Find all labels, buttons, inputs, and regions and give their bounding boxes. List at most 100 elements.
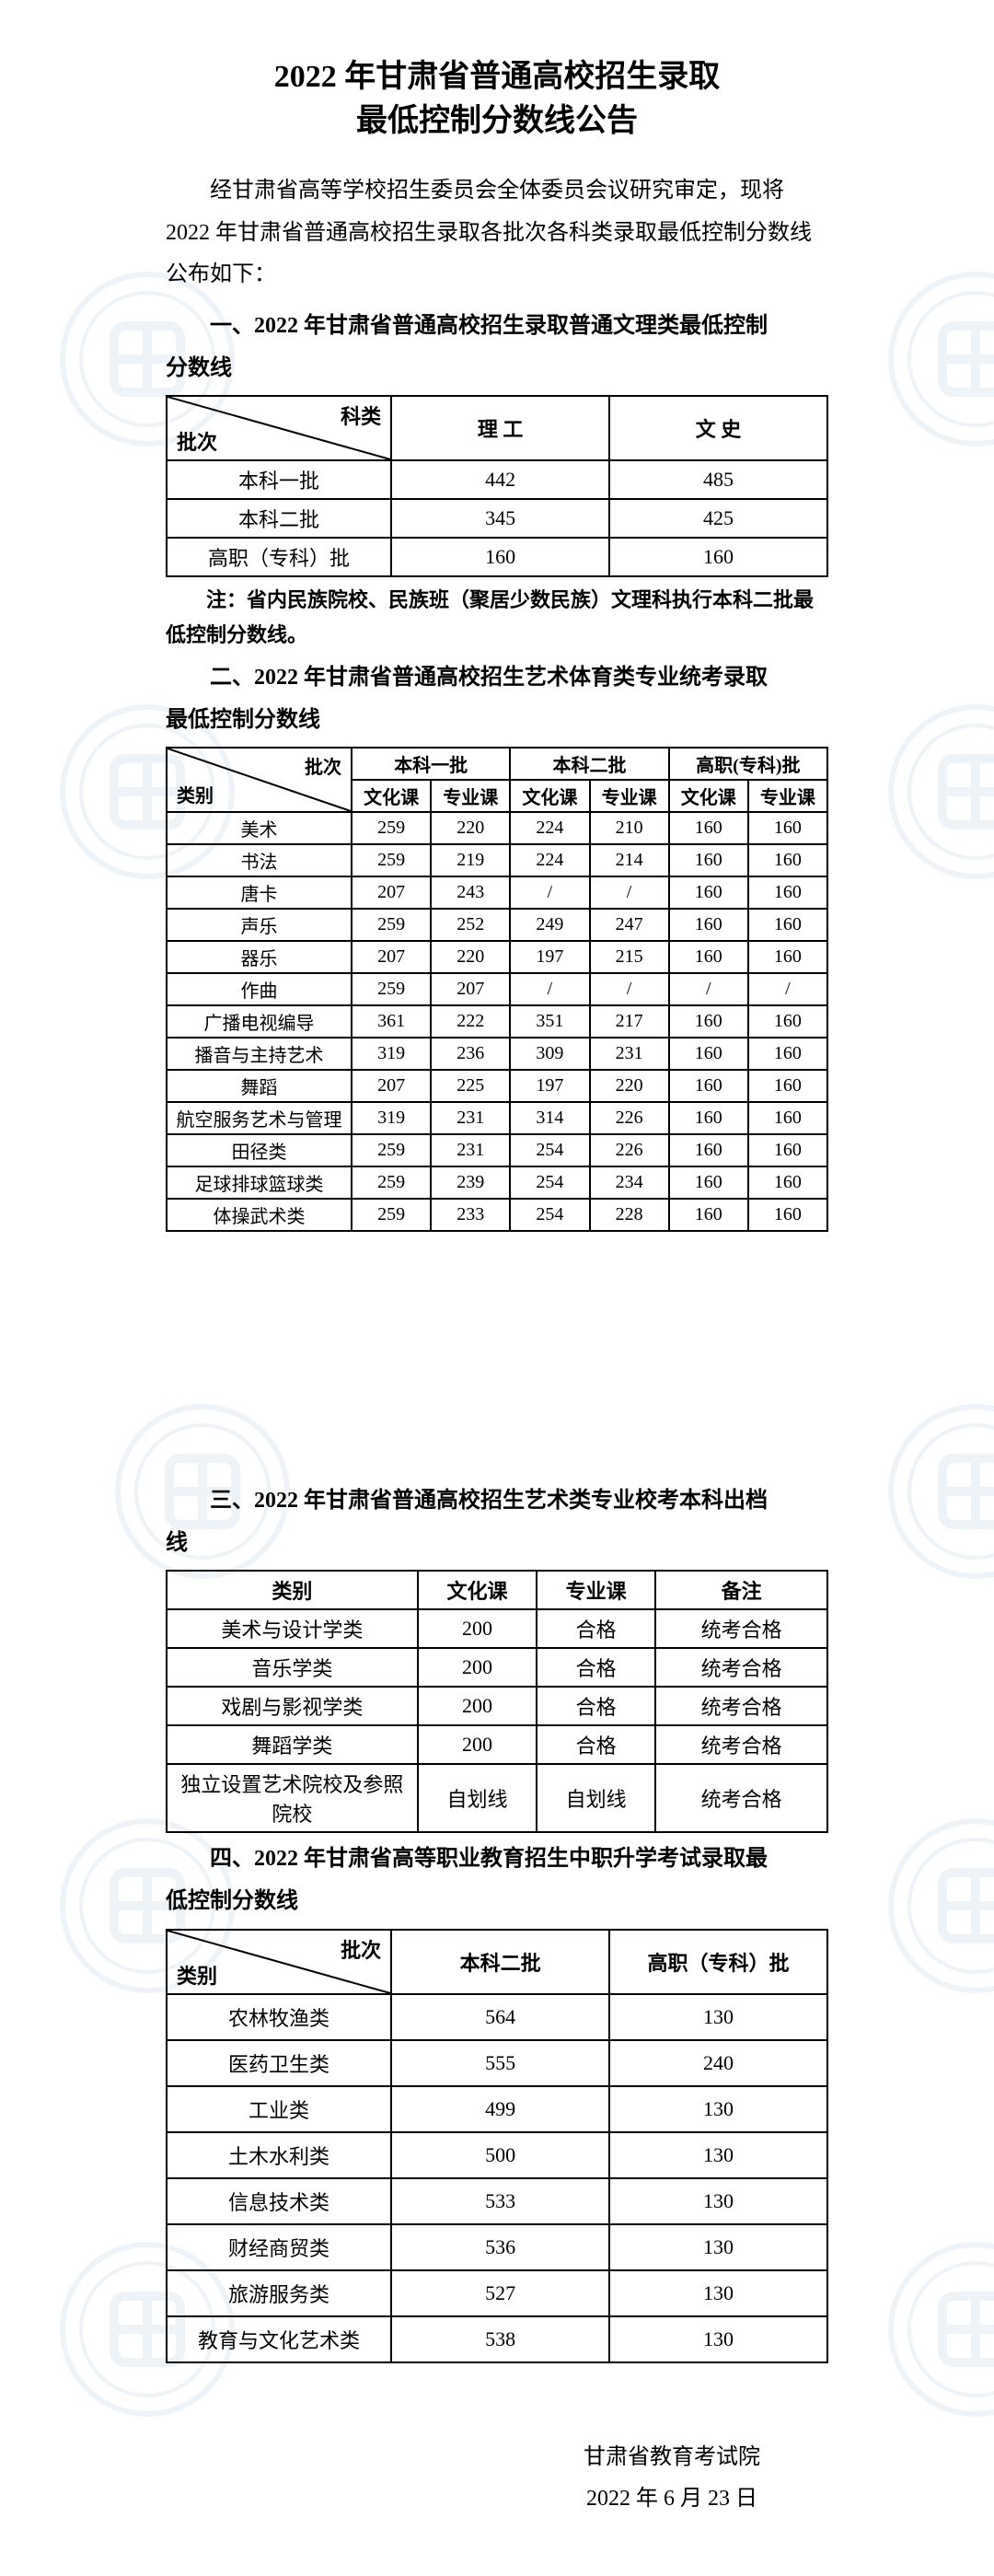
table-row: 体操武术类259233254228160160 bbox=[167, 1199, 827, 1231]
cell: 160 bbox=[669, 1134, 748, 1166]
section-2-heading: 二、2022 年甘肃省普通高校招生艺术体育类专业统考录取 bbox=[166, 657, 828, 700]
cell: 239 bbox=[431, 1166, 510, 1199]
cell: 160 bbox=[748, 1102, 827, 1134]
cell: 160 bbox=[669, 812, 748, 844]
cell: 220 bbox=[590, 1070, 669, 1102]
cell: 231 bbox=[590, 1038, 669, 1070]
row-label: 高职（专科）批 bbox=[167, 538, 391, 576]
cell: 130 bbox=[609, 2316, 827, 2362]
table-row: 本科二批345425 bbox=[167, 499, 827, 538]
cell: 254 bbox=[510, 1134, 589, 1166]
cell: 200 bbox=[418, 1687, 537, 1725]
table-row: 航空服务艺术与管理319231314226160160 bbox=[167, 1102, 827, 1134]
section-1-heading: 一、2022 年甘肃省普通高校招生录取普通文理类最低控制 bbox=[166, 306, 828, 348]
row-label: 工业类 bbox=[167, 2086, 391, 2132]
cell: 160 bbox=[748, 844, 827, 876]
cell: 160 bbox=[669, 876, 748, 909]
col-header: 文化课 bbox=[418, 1571, 537, 1609]
table-2-diag-header: 批次 类别 bbox=[167, 748, 352, 812]
cell: 200 bbox=[418, 1648, 537, 1687]
cell: 259 bbox=[352, 1166, 431, 1199]
title-line-1: 2022 年甘肃省普通高校招生录取 bbox=[166, 55, 828, 99]
cell: 160 bbox=[669, 844, 748, 876]
section-3-heading: 三、2022 年甘肃省普通高校招生艺术类专业校考本科出档 bbox=[166, 1480, 828, 1523]
cell: 160 bbox=[748, 941, 827, 973]
table-row: 信息技术类533130 bbox=[167, 2178, 827, 2224]
cell: 319 bbox=[352, 1102, 431, 1134]
cell: 自划线 bbox=[537, 1764, 655, 1832]
cell: 美术与设计学类 bbox=[167, 1609, 418, 1648]
row-label: 播音与主持艺术 bbox=[167, 1038, 352, 1070]
cell: 240 bbox=[609, 2040, 827, 2086]
table-1-col-1: 理 工 bbox=[391, 396, 609, 460]
cell: 160 bbox=[748, 1038, 827, 1070]
cell: 259 bbox=[352, 1134, 431, 1166]
title-line-2: 最低控制分数线公告 bbox=[166, 99, 828, 144]
cell: 130 bbox=[609, 2178, 827, 2224]
row-label: 美术 bbox=[167, 812, 352, 844]
sub-col: 文化课 bbox=[669, 780, 748, 812]
signature-date: 2022 年 6 月 23 日 bbox=[515, 2478, 828, 2521]
cell: 160 bbox=[748, 812, 827, 844]
cell: 500 bbox=[391, 2132, 609, 2178]
row-label: 体操武术类 bbox=[167, 1199, 352, 1231]
cell: 215 bbox=[590, 941, 669, 973]
cell: 160 bbox=[748, 909, 827, 941]
cell: 536 bbox=[391, 2224, 609, 2270]
cell: 统考合格 bbox=[655, 1725, 827, 1764]
table-row: 作曲259207//// bbox=[167, 973, 827, 1005]
cell: 200 bbox=[418, 1725, 537, 1764]
col-header: 专业课 bbox=[537, 1571, 655, 1609]
table-row: 高职（专科）批160160 bbox=[167, 538, 827, 576]
cell: 160 bbox=[669, 1102, 748, 1134]
cell: 442 bbox=[391, 460, 609, 499]
cell: / bbox=[590, 973, 669, 1005]
section-2-tail: 最低控制分数线 bbox=[166, 700, 828, 742]
table-row: 教育与文化艺术类538130 bbox=[167, 2316, 827, 2362]
cell: 249 bbox=[510, 909, 589, 941]
cell: 425 bbox=[609, 499, 827, 538]
cell: 361 bbox=[352, 1005, 431, 1038]
cell: 231 bbox=[431, 1134, 510, 1166]
table-4-col-2: 高职（专科）批 bbox=[609, 1930, 827, 1994]
section-3-tail: 线 bbox=[166, 1523, 828, 1565]
table-row: 独立设置艺术院校及参照院校自划线自划线统考合格 bbox=[167, 1764, 827, 1832]
cell: 160 bbox=[609, 538, 827, 576]
cell: 224 bbox=[510, 812, 589, 844]
row-label: 田径类 bbox=[167, 1134, 352, 1166]
table-row: 医药卫生类555240 bbox=[167, 2040, 827, 2086]
cell: 259 bbox=[352, 812, 431, 844]
table-row: 舞蹈207225197220160160 bbox=[167, 1070, 827, 1102]
table-row: 土木水利类500130 bbox=[167, 2132, 827, 2178]
cell: 独立设置艺术院校及参照院校 bbox=[167, 1764, 418, 1832]
cell: 207 bbox=[352, 941, 431, 973]
cell: 200 bbox=[418, 1609, 537, 1648]
cell: 259 bbox=[352, 1199, 431, 1231]
cell: 259 bbox=[352, 973, 431, 1005]
cell: 207 bbox=[352, 876, 431, 909]
col-header: 类别 bbox=[167, 1571, 418, 1609]
cell: 226 bbox=[590, 1134, 669, 1166]
row-label: 广播电视编导 bbox=[167, 1005, 352, 1038]
table-row: 旅游服务类527130 bbox=[167, 2270, 827, 2316]
cell: 160 bbox=[748, 1070, 827, 1102]
cell: 130 bbox=[609, 2086, 827, 2132]
cell: 合格 bbox=[537, 1609, 655, 1648]
cell: 217 bbox=[590, 1005, 669, 1038]
section-4-heading: 四、2022 年甘肃省高等职业教育招生中职升学考试录取最 bbox=[166, 1839, 828, 1881]
cell: 247 bbox=[590, 909, 669, 941]
cell: 220 bbox=[431, 941, 510, 973]
cell: / bbox=[510, 876, 589, 909]
cell: / bbox=[590, 876, 669, 909]
table-2-group-2: 本科二批 bbox=[510, 748, 668, 780]
table-1-diag-header: 科类 批次 bbox=[167, 396, 391, 460]
cell: 233 bbox=[431, 1199, 510, 1231]
table-row: 足球排球篮球类259239254234160160 bbox=[167, 1166, 827, 1199]
cell: 345 bbox=[391, 499, 609, 538]
table-2: 批次 类别 本科一批 本科二批 高职(专科)批 文化课专业课文化课专业课文化课专… bbox=[166, 747, 828, 1232]
cell: 160 bbox=[748, 1166, 827, 1199]
cell: 228 bbox=[590, 1199, 669, 1231]
table-2-group-1: 本科一批 bbox=[352, 748, 510, 780]
table-row: 声乐259252249247160160 bbox=[167, 909, 827, 941]
row-label: 旅游服务类 bbox=[167, 2270, 391, 2316]
